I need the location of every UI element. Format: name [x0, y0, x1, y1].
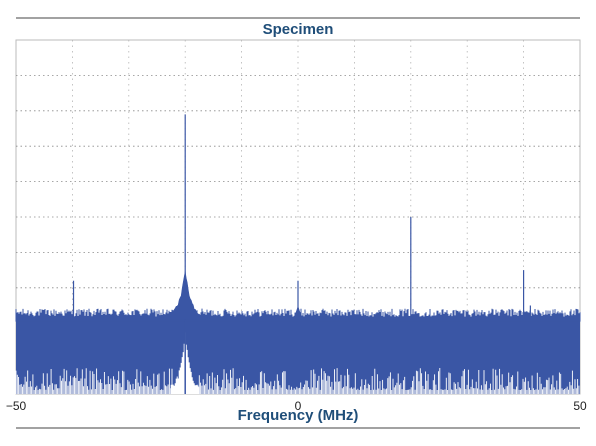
x-tick-label: −50	[6, 399, 27, 413]
x-tick-label: 0	[295, 399, 302, 413]
x-axis-label: Frequency (MHz)	[238, 407, 359, 424]
noise-bottom-dips	[15, 368, 580, 394]
spur-bump-zero	[293, 305, 303, 320]
chart-title: Specimen	[263, 21, 334, 38]
carrier-notch	[170, 332, 200, 394]
x-tick-label: 50	[573, 399, 587, 413]
noise-band	[16, 319, 580, 394]
